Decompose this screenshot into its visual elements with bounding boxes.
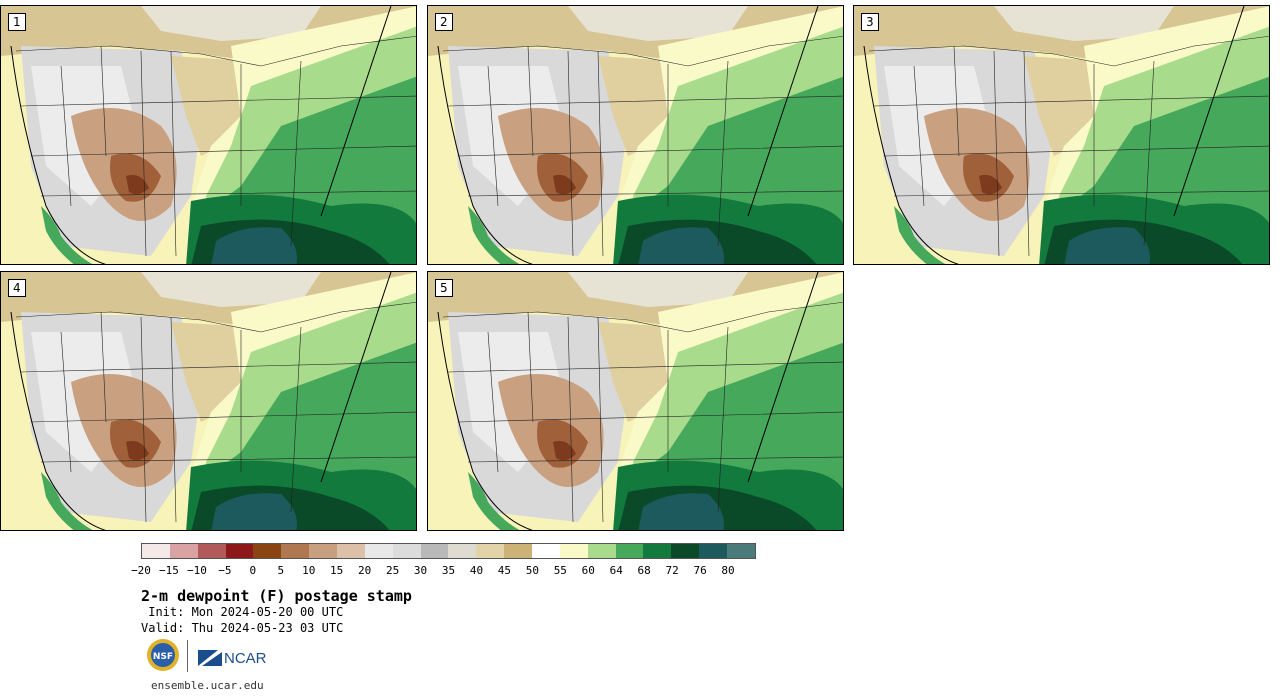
map-panel-4: 4 bbox=[0, 271, 417, 531]
colorbar-tick-label: 15 bbox=[330, 564, 344, 577]
colorbar-tick-label: 72 bbox=[665, 564, 679, 577]
map-panel-5: 5 bbox=[427, 271, 844, 531]
colorbar-tick-label: 45 bbox=[497, 564, 512, 577]
chart-title: 2-m dewpoint (F) postage stamp bbox=[141, 587, 412, 605]
map-panel-3: 3 bbox=[853, 5, 1270, 265]
colorbar-swatch bbox=[448, 544, 477, 558]
colorbar-tick-label: 80 bbox=[721, 564, 735, 577]
panel-number: 2 bbox=[435, 13, 453, 31]
colorbar-tick-label: 0 bbox=[249, 564, 257, 577]
colorbar-tick-label: 35 bbox=[441, 564, 456, 577]
colorbar-swatch bbox=[142, 544, 170, 558]
dewpoint-map bbox=[1, 6, 416, 264]
ncar-logo: NCAR bbox=[198, 650, 267, 667]
colorbar-swatch bbox=[643, 544, 672, 558]
colorbar-swatch bbox=[699, 544, 728, 558]
colorbar-swatch bbox=[364, 544, 393, 558]
site-url: ensemble.ucar.edu bbox=[151, 679, 264, 692]
init-time: Init: Mon 2024-05-20 00 UTC bbox=[141, 605, 344, 619]
colorbar-swatch bbox=[225, 544, 254, 558]
colorbar-tick-label: −5 bbox=[218, 564, 232, 577]
colorbar-swatch bbox=[392, 544, 421, 558]
valid-time: Valid: Thu 2024-05-23 03 UTC bbox=[141, 621, 344, 635]
map-panel-2: 2 bbox=[427, 5, 844, 265]
colorbar-swatch bbox=[309, 544, 338, 558]
colorbar-tick-label: 10 bbox=[302, 564, 316, 577]
colorbar-swatch bbox=[281, 544, 310, 558]
dewpoint-map bbox=[428, 6, 843, 264]
colorbar-tick-label: −10 bbox=[186, 564, 207, 577]
nsf-logo-text: NSF bbox=[153, 652, 173, 662]
panel-number: 5 bbox=[435, 279, 453, 297]
panel-number: 1 bbox=[8, 13, 26, 31]
colorbar-swatch bbox=[420, 544, 449, 558]
colorbar-swatch bbox=[504, 544, 533, 558]
colorbar-tick-label: 60 bbox=[581, 564, 595, 577]
panel-number: 3 bbox=[861, 13, 879, 31]
ncar-logo-text: NCAR bbox=[224, 650, 267, 667]
map-panel-1: 1 bbox=[0, 5, 417, 265]
colorbar-tick-label: 64 bbox=[609, 564, 623, 577]
colorbar bbox=[141, 543, 756, 559]
colorbar-tick-label: −15 bbox=[159, 564, 179, 577]
colorbar-ticks: −20 −15 −10 −5 0 5 10 15 20 25 30 35 40 45 50 55 60 64 68 7… bbox=[131, 564, 756, 580]
colorbar-swatch bbox=[615, 544, 644, 558]
dewpoint-map bbox=[1, 272, 416, 530]
colorbar-tick-label: 30 bbox=[413, 564, 428, 577]
colorbar-swatch bbox=[337, 544, 365, 558]
colorbar-swatch bbox=[671, 544, 700, 558]
colorbar-swatch bbox=[559, 544, 588, 558]
colorbar-tick-label: 55 bbox=[553, 564, 567, 577]
colorbar-swatch bbox=[587, 544, 616, 558]
colorbar-swatch bbox=[169, 544, 198, 558]
dewpoint-map bbox=[854, 6, 1269, 264]
colorbar-tick-label: −20 bbox=[131, 564, 151, 577]
colorbar-swatch bbox=[532, 544, 560, 558]
colorbar-tick-label: 25 bbox=[385, 564, 400, 577]
colorbar-tick-label: 20 bbox=[358, 564, 372, 577]
logo-divider bbox=[187, 640, 188, 672]
colorbar-swatch bbox=[253, 544, 282, 558]
panel-number: 4 bbox=[8, 279, 26, 297]
colorbar-tick-label: 76 bbox=[693, 564, 707, 577]
colorbar-tick-label: 40 bbox=[469, 564, 484, 577]
logos: NSF NCAR bbox=[146, 638, 276, 676]
colorbar-tick-label: 68 bbox=[637, 564, 651, 577]
colorbar-swatch bbox=[476, 544, 505, 558]
colorbar-tick-label: 50 bbox=[525, 564, 539, 577]
colorbar-tick-label: 5 bbox=[277, 564, 285, 577]
dewpoint-map bbox=[428, 272, 843, 530]
colorbar-swatch bbox=[727, 544, 755, 558]
nsf-logo: NSF bbox=[147, 639, 179, 671]
colorbar-swatch bbox=[197, 544, 226, 558]
